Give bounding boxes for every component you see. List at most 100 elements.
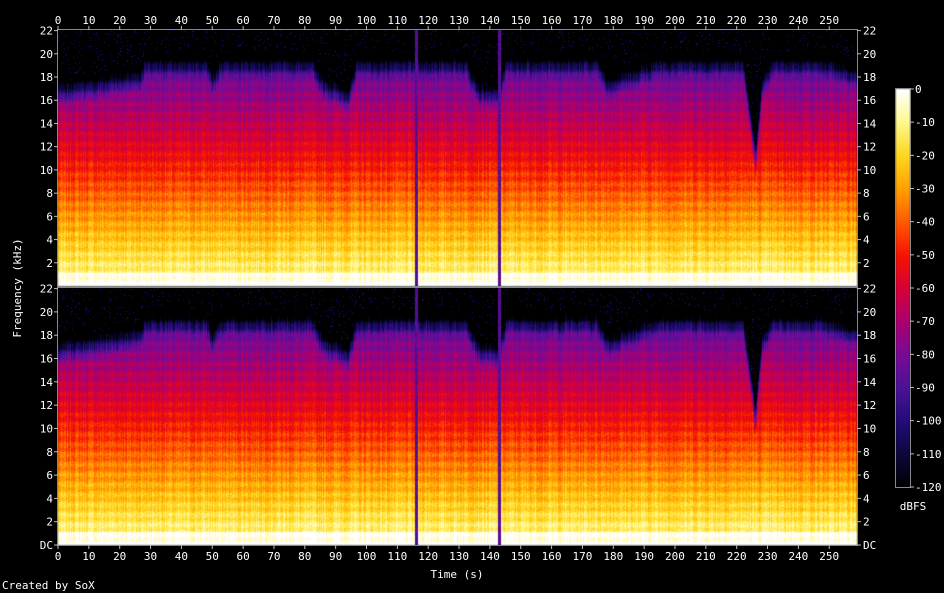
y-tick-label: 18	[40, 329, 53, 342]
x-axis-bottom: 0 10 20 30 40 50 60 70 80 90 100 110 120 130 140 150 160…	[55, 545, 839, 563]
y-tick-label: 10	[40, 164, 53, 177]
y-tick-label: 10	[863, 422, 876, 435]
y-tick-label: 8	[863, 187, 870, 200]
x-tick-label: 20	[113, 550, 126, 563]
y-tick-label: 18	[40, 71, 53, 84]
colorbar-tick-label: -120	[915, 481, 942, 494]
x-tick-label: 100	[357, 14, 377, 27]
colorbar-axis: 0 -10 -20 -30 -40 -50 -60 -70 -80 -90 -100 -110 -120	[910, 83, 942, 494]
x-tick-label: 50	[206, 550, 219, 563]
x-tick-label: 190	[634, 550, 654, 563]
x-tick-label: 130	[449, 14, 469, 27]
x-tick-label: 60	[236, 14, 249, 27]
x-tick-label: 250	[819, 14, 839, 27]
y-tick-label: 14	[863, 376, 877, 389]
footer-credit: Created by SoX	[2, 579, 95, 592]
x-tick-label: 230	[758, 14, 778, 27]
x-tick-label: 0	[55, 14, 62, 27]
x-tick-label: 190	[634, 14, 654, 27]
x-tick-label: 20	[113, 14, 126, 27]
x-tick-label: 210	[696, 550, 716, 563]
y-tick-label: 10	[863, 164, 876, 177]
x-tick-label: 110	[387, 550, 407, 563]
x-tick-label: 120	[418, 550, 438, 563]
y-tick-label: 2	[46, 257, 53, 270]
y-tick-label: 2	[863, 257, 870, 270]
colorbar-tick-label: -70	[915, 315, 935, 328]
x-tick-label: 220	[727, 550, 747, 563]
x-tick-label: 140	[480, 550, 500, 563]
panel-frame-1	[57, 29, 858, 287]
colorbar-tick-label: -60	[915, 282, 935, 295]
y-tick-label: 6	[46, 469, 53, 482]
colorbar-tick-label: -20	[915, 149, 935, 162]
x-tick-label: 60	[236, 550, 249, 563]
x-tick-label: 50	[206, 14, 219, 27]
x-tick-label: 170	[573, 14, 593, 27]
y-tick-label: 14	[40, 117, 54, 130]
colorbar-tick-label: -90	[915, 382, 935, 395]
x-tick-label: 140	[480, 14, 500, 27]
x-tick-label: 150	[511, 550, 531, 563]
y-tick-label: 22	[863, 283, 876, 296]
x-tick-label: 90	[329, 14, 342, 27]
x-tick-label: 180	[603, 550, 623, 563]
x-tick-label: 10	[82, 550, 95, 563]
y-tick-label: 18	[863, 329, 876, 342]
y-tick-label: 14	[863, 117, 877, 130]
y-tick-label: 14	[40, 376, 54, 389]
x-tick-label: 240	[788, 14, 808, 27]
x-tick-label: 80	[298, 14, 311, 27]
colorbar-tick-label: -30	[915, 183, 935, 196]
y-tick-label: 4	[46, 234, 53, 247]
y-tick-label: 20	[40, 48, 53, 61]
x-tick-label: 70	[267, 14, 280, 27]
y-tick-label: DC	[40, 539, 53, 552]
x-tick-label: 200	[665, 550, 685, 563]
y-tick-label: 2	[46, 516, 53, 529]
x-tick-label: 210	[696, 14, 716, 27]
x-tick-label: 30	[144, 550, 157, 563]
x-tick-label: 130	[449, 550, 469, 563]
colorbar-tick-label: -40	[915, 216, 935, 229]
x-tick-label: 120	[418, 14, 438, 27]
y-tick-label: 12	[863, 399, 876, 412]
colorbar-tick-label: -110	[915, 448, 942, 461]
x-tick-label: 220	[727, 14, 747, 27]
y-tick-label: 6	[46, 210, 53, 223]
x-tick-label: 70	[267, 550, 280, 563]
x-tick-label: 100	[357, 550, 377, 563]
y-tick-label: 6	[863, 469, 870, 482]
x-tick-label: 160	[542, 550, 562, 563]
x-tick-label: 90	[329, 550, 342, 563]
x-tick-label: 160	[542, 14, 562, 27]
y-tick-label: 16	[863, 353, 876, 366]
x-tick-label: 80	[298, 550, 311, 563]
x-axis-label: Time (s)	[431, 568, 484, 581]
y-tick-label: 12	[40, 141, 53, 154]
y-tick-label: 8	[863, 446, 870, 459]
y-tick-label: 4	[863, 492, 870, 505]
y-tick-label: 20	[863, 306, 876, 319]
x-tick-label: 10	[82, 14, 95, 27]
x-axis-top: 0 10 20 30 40 50 60 70 80 90 100 110 120 130 140 150 160…	[55, 14, 839, 30]
y-tick-label: 20	[40, 306, 53, 319]
y-tick-label: 16	[863, 94, 876, 107]
panel-frame-2	[57, 287, 858, 546]
x-tick-label: 250	[819, 550, 839, 563]
colorbar-tick-label: -50	[915, 249, 935, 262]
x-tick-label: 40	[175, 550, 188, 563]
y-tick-label: 20	[863, 48, 876, 61]
y-axis-label: Frequency (kHz)	[11, 238, 24, 337]
x-tick-label: 40	[175, 14, 188, 27]
colorbar-tick-label: -80	[915, 348, 935, 361]
x-tick-label: 180	[603, 14, 623, 27]
x-tick-label: 110	[387, 14, 407, 27]
colorbar-label: dBFS	[900, 500, 927, 513]
x-tick-label: 230	[758, 550, 778, 563]
y-tick-label: 16	[40, 353, 53, 366]
y-tick-label: 22	[863, 25, 876, 38]
